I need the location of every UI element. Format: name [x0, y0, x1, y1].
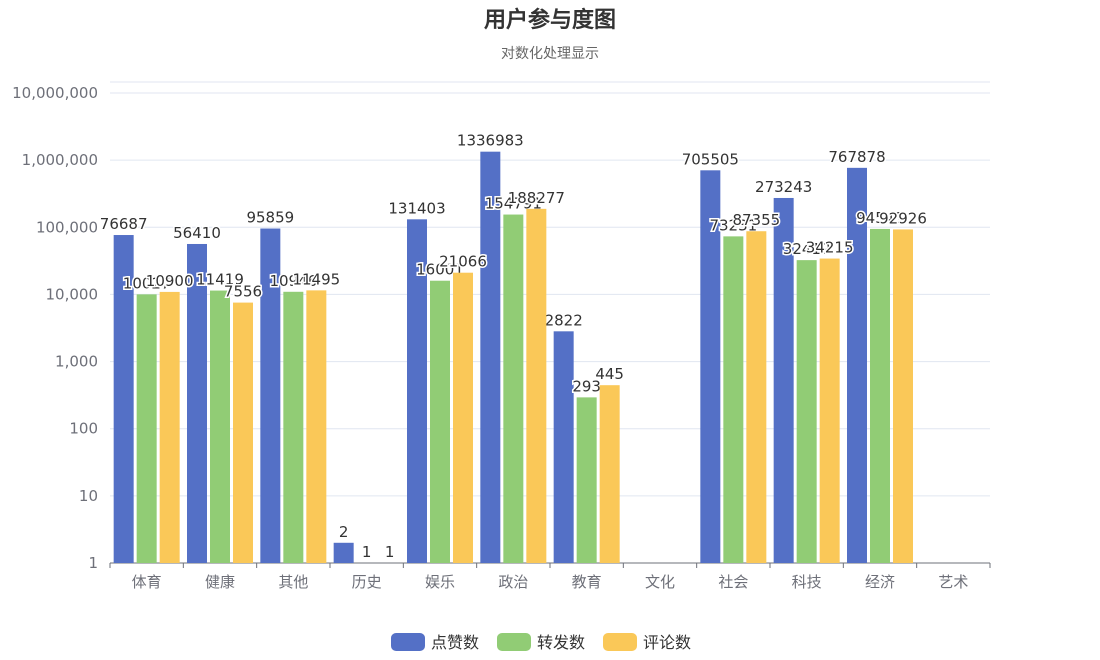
bar[interactable]	[260, 228, 281, 564]
y-tick-label: 10,000	[46, 285, 99, 303]
bar[interactable]	[407, 219, 427, 564]
data-label: 73231	[709, 216, 757, 234]
bar[interactable]	[453, 272, 473, 563]
chart-subtitle: 对数化处理显示	[501, 46, 599, 62]
data-label: 94541	[856, 209, 904, 227]
data-label: 445	[595, 365, 624, 383]
bar[interactable]	[773, 197, 794, 564]
data-label: 56410	[173, 224, 221, 242]
y-tick-label: 100,000	[36, 218, 98, 236]
bar[interactable]	[113, 235, 134, 563]
y-tick-label: 100	[69, 420, 98, 438]
x-tick-label: 教育	[572, 573, 602, 591]
data-label: 10946	[269, 272, 317, 290]
bar[interactable]	[503, 214, 524, 563]
bar[interactable]	[796, 260, 817, 563]
bar[interactable]	[480, 151, 501, 563]
data-label: 131403	[388, 199, 445, 217]
bar[interactable]	[526, 208, 547, 564]
data-label: 273243	[755, 178, 812, 196]
data-label: 11419	[196, 271, 244, 289]
bar[interactable]	[599, 385, 620, 563]
legend-swatch[interactable]	[603, 633, 637, 651]
bar[interactable]	[306, 290, 327, 563]
y-tick-label: 1,000	[55, 353, 98, 371]
x-tick-label: 体育	[132, 573, 162, 591]
x-tick-label: 其他	[278, 573, 308, 591]
data-label: 87355	[732, 211, 780, 229]
bar[interactable]	[333, 542, 354, 563]
data-label: 34215	[806, 239, 854, 257]
data-label: 293	[572, 377, 601, 395]
bar[interactable]	[187, 243, 207, 563]
data-label: 1	[385, 543, 395, 561]
legend-label[interactable]: 点赞数	[431, 633, 479, 652]
x-tick-label: 科技	[792, 573, 822, 591]
bar[interactable]	[746, 231, 767, 563]
chart-title: 用户参与度图	[483, 8, 616, 33]
bar[interactable]	[723, 236, 744, 563]
bar[interactable]	[700, 170, 721, 563]
data-label: 32419	[783, 240, 831, 258]
data-label: 2	[339, 523, 349, 541]
x-tick-label: 经济	[865, 573, 895, 591]
legend-swatch[interactable]	[497, 633, 531, 651]
bar[interactable]	[210, 290, 230, 563]
bar[interactable]	[819, 258, 840, 563]
x-tick-label: 政治	[498, 573, 528, 591]
bar[interactable]	[283, 291, 304, 563]
bar[interactable]	[893, 229, 913, 564]
data-label: 16001	[416, 261, 464, 279]
data-label: 2822	[545, 311, 583, 329]
data-label: 10027	[123, 274, 171, 292]
data-label: 11495	[292, 270, 340, 288]
x-tick-label: 社会	[718, 573, 748, 591]
x-tick-label: 娱乐	[425, 573, 455, 591]
bar[interactable]	[847, 167, 867, 563]
data-label: 7556	[224, 283, 262, 301]
data-label: 1	[362, 543, 372, 561]
y-tick-label: 10,000,000	[12, 84, 98, 102]
bar[interactable]	[430, 280, 450, 563]
y-tick-label: 1	[88, 554, 98, 572]
x-tick-label: 艺术	[938, 573, 968, 591]
data-label: 1336983	[457, 132, 524, 150]
bar[interactable]	[136, 294, 157, 563]
bar[interactable]	[233, 302, 253, 563]
bar[interactable]	[870, 228, 890, 563]
data-label: 76687	[100, 215, 148, 233]
data-label: 767878	[828, 148, 885, 166]
x-tick-label: 健康	[205, 573, 235, 591]
data-label: 92926	[879, 209, 927, 227]
data-label: 21066	[439, 253, 487, 271]
data-label: 154791	[485, 195, 542, 213]
legend-swatch[interactable]	[391, 633, 425, 651]
data-label: 188277	[508, 189, 565, 207]
x-tick-label: 历史	[352, 573, 382, 591]
legend-label[interactable]: 评论数	[643, 633, 691, 652]
legend-label[interactable]: 转发数	[537, 633, 585, 652]
data-label: 10900	[146, 272, 194, 290]
bar[interactable]	[576, 397, 597, 563]
y-tick-label: 1,000,000	[22, 151, 98, 169]
bar[interactable]	[553, 331, 574, 563]
data-label: 705505	[682, 150, 739, 168]
y-tick-label: 10	[79, 487, 98, 505]
data-label: 95859	[246, 209, 294, 227]
bar[interactable]	[159, 291, 180, 563]
x-tick-label: 文化	[645, 573, 675, 591]
